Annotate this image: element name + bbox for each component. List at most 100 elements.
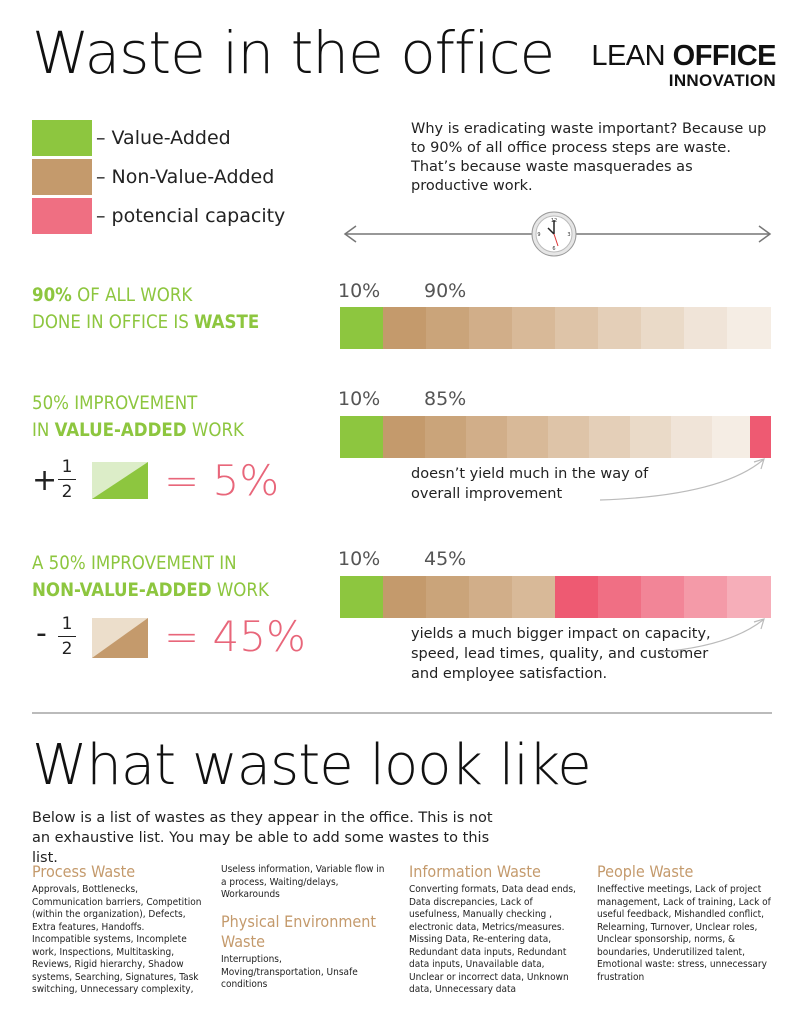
bar-45-percent-waste [340,576,771,618]
bar-segment-nva [512,576,555,618]
bar-segment-nva [727,307,771,349]
bar-segment-nva [589,416,630,458]
bar-segment-nva [469,576,512,618]
category-title: Information Waste [409,862,541,881]
bar-segment-capacity [555,576,598,618]
bar-segment-value-added [340,416,383,458]
section3-note: yields a much bigger impact on capacity,… [411,626,711,682]
bar-segment-nva [507,416,548,458]
legend-item-value-added: – Value-Added [32,118,285,157]
bar-segment-nva [598,307,641,349]
heading-text: WORK [186,420,244,441]
information-waste-block: Information Waste Converting formats, Da… [409,862,579,997]
svg-text:6: 6 [552,246,555,252]
category-text: Interruptions, Moving/transportation, Un… [221,954,358,990]
heading-bold: NON-VALUE-ADDED [32,580,212,601]
heading-text: WORK [211,580,269,601]
pct-label-left: 10% [338,548,381,570]
svg-text:9: 9 [537,232,540,238]
time-arrow: 12 3 6 9 [343,211,772,257]
legend: – Value-Added – Non-Value-Added – potenc… [32,118,285,235]
bar-segment-nva [712,416,750,458]
category-text: Converting formats, Data dead ends, Data… [409,884,576,995]
section2-note: doesn’t yield much in the way of overall… [411,466,649,502]
bar-segment-nva [671,416,712,458]
category-text: Useless information, Variable flow in a … [221,864,385,900]
logo-lean: LEAN [591,40,673,72]
logo: LEAN OFFICE INNOVATION [578,42,776,91]
pct-label-right: 85% [424,388,467,410]
section4-intro: Below is a list of wastes as they appear… [32,810,493,866]
section3-heading: A 50% IMPROVEMENT IN NON-VALUE-ADDED WOR… [32,550,269,604]
bar-segment-capacity [750,416,771,458]
heading-text: OF ALL WORK [71,285,193,306]
frac-num: 1 [61,614,73,634]
process-waste-continued: Useless information, Variable flow in a … [221,864,386,902]
page-title: Waste in the office [32,19,555,87]
process-waste-block: Process Waste Approvals, Bottlenecks, Co… [32,862,202,997]
result-5-percent: = 5% [164,456,280,505]
heading-bold: 90% [32,285,72,306]
bar-segment-nva [383,416,425,458]
intro-text: Why is eradicating waste important? Beca… [411,121,767,194]
legend-item-capacity: – potencial capacity [32,196,285,235]
bar-segment-nva [555,307,598,349]
category-title: People Waste [597,862,694,881]
bar-segment-value-added [340,307,383,349]
category-text: Approvals, Bottlenecks, Communication ba… [32,884,202,995]
pct-label-left: 10% [338,280,381,302]
fraction-one-half: 1 2 [58,457,76,502]
bar-segment-nva [383,576,426,618]
plus-sign: + [32,463,58,498]
frac-den: 2 [61,482,73,502]
svg-text:3: 3 [567,232,570,238]
section-divider [32,712,772,714]
legend-label: – Non-Value-Added [96,165,275,188]
frac-den: 2 [61,639,73,659]
bar-90-percent-waste [340,307,771,349]
curved-arrow-icon [600,458,765,501]
section4-title: What waste look like [32,733,592,798]
physical-waste-block: Physical Environment Waste Interruptions… [221,912,386,992]
legend-label: – potencial capacity [96,204,286,227]
bar-segment-nva [548,416,589,458]
legend-swatch [32,119,92,156]
svg-text:12: 12 [551,218,557,224]
logo-innovation: INNOVATION [668,71,776,90]
bar-segment-nva [426,307,469,349]
bar-segment-value-added [340,576,383,618]
bar-segment-capacity [598,576,641,618]
frac-num: 1 [61,457,73,477]
heading-text: IN [32,420,55,441]
fraction-one-half: 1 2 [58,614,76,659]
half-green-square-icon [92,462,148,499]
heading-text: 50% IMPROVEMENT [32,393,198,414]
pct-label-right: 90% [424,280,467,302]
people-waste-block: People Waste Ineffective meetings, Lack … [597,862,775,984]
pct-label-right: 45% [424,548,467,570]
bar-85-percent-waste [340,416,771,458]
half-brown-square-icon [92,618,148,658]
category-title: Process Waste [32,862,136,881]
legend-label: – Value-Added [96,126,231,149]
heading-bold: WASTE [194,312,260,333]
result-45-percent: = 45% [164,612,306,661]
legend-swatch [32,197,92,234]
bar-segment-capacity [727,576,771,618]
bar-segment-nva [630,416,671,458]
legend-swatch [32,158,92,195]
legend-item-non-value-added: – Non-Value-Added [32,157,285,196]
category-title: Physical Environment Waste [221,912,376,951]
category-text: Ineffective meetings, Lack of project ma… [597,884,771,983]
section1-heading: 90% OF ALL WORK DONE IN OFFICE IS WASTE [32,282,259,336]
bar-segment-capacity [684,576,727,618]
bar-segment-nva [466,416,507,458]
bar-segment-nva [426,576,469,618]
bar-segment-nva [512,307,555,349]
heading-bold: VALUE-ADDED [54,420,187,441]
minus-sign: - [36,616,47,651]
pct-label-left: 10% [338,388,381,410]
logo-office: OFFICE [672,40,777,72]
bar-segment-nva [641,307,684,349]
bar-segment-capacity [641,576,684,618]
